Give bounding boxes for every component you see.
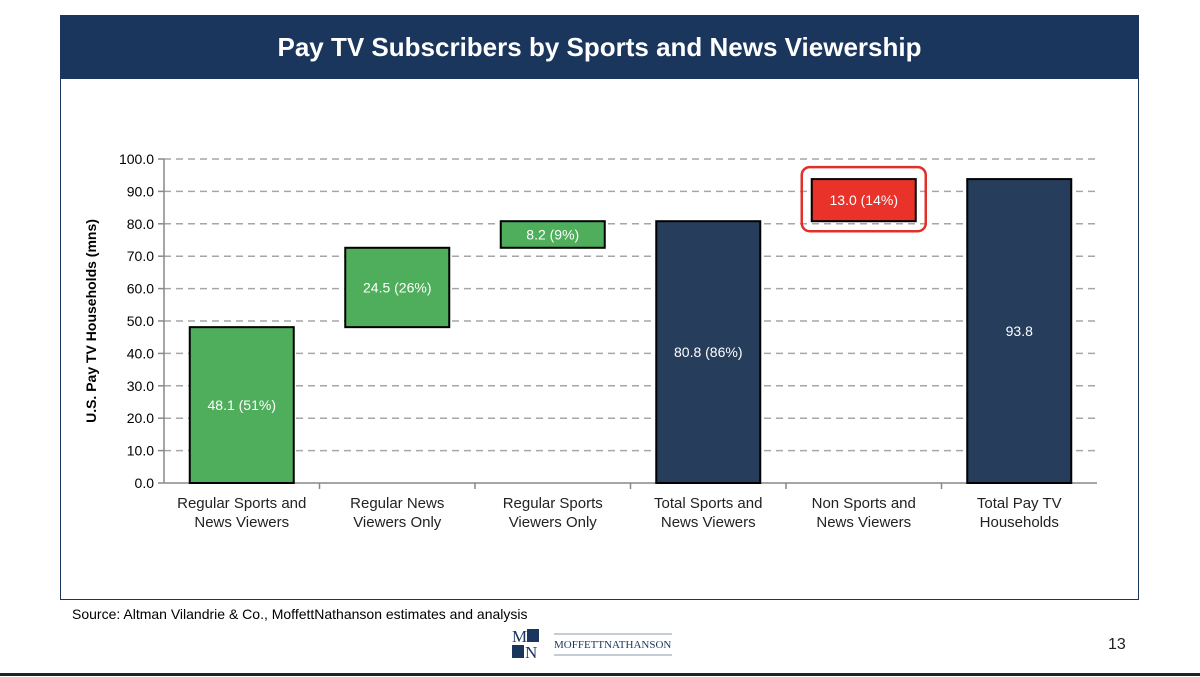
x-tick-label: Viewers Only	[353, 514, 442, 531]
y-tick-label: 80.0	[127, 216, 154, 232]
bar	[499, 220, 606, 249]
y-tick-label: 50.0	[127, 313, 154, 329]
divider	[0, 673, 1200, 676]
chart-frame: Pay TV Subscribers by Sports and News Vi…	[60, 15, 1139, 600]
page-number: 13	[1108, 636, 1126, 653]
x-tick-label: Regular Sports and	[177, 495, 306, 512]
y-tick-label: 30.0	[127, 378, 154, 394]
data-label: 93.8	[1006, 323, 1033, 339]
x-tick-label: News Viewers	[661, 514, 756, 531]
data-label: 80.8 (86%)	[674, 344, 742, 360]
x-tick-label: Non Sports and	[812, 495, 916, 512]
x-tick-label: Total Sports and	[654, 495, 762, 512]
x-tick-label: News Viewers	[816, 514, 911, 531]
y-tick-label: 20.0	[127, 410, 154, 426]
y-tick-label: 60.0	[127, 281, 154, 297]
svg-text:MOFFETTNATHANSON: MOFFETTNATHANSON	[554, 639, 671, 651]
highlight-box	[800, 165, 927, 233]
y-tick-label: 90.0	[127, 183, 154, 199]
bar	[810, 178, 917, 223]
waterfall-chart: 0.0 10.0 20.0 30.0 40.0 50.0 60.0 70.0 80.0 90.0 1…	[83, 151, 1097, 531]
data-label: 24.5 (26%)	[363, 279, 431, 295]
x-tick-label: Total Pay TV	[977, 495, 1062, 512]
bar	[188, 326, 295, 484]
data-label: 48.1 (51%)	[208, 397, 276, 413]
y-tick-label: 70.0	[127, 248, 154, 264]
y-tick-label: 0.0	[135, 475, 155, 491]
bar	[966, 178, 1073, 484]
moffettnathanson-logo: M N MOFFETTNATHANSON	[512, 628, 672, 660]
data-label: 8.2 (9%)	[526, 226, 579, 242]
x-tick-label: Viewers Only	[509, 514, 598, 531]
x-tick-label: Households	[980, 514, 1059, 531]
y-tick-label: 40.0	[127, 345, 154, 361]
page-title: Pay TV Subscribers by Sports and News Vi…	[61, 16, 1138, 79]
source-note: Source: Altman Vilandrie & Co., MoffettN…	[72, 606, 528, 622]
y-axis-title: U.S. Pay TV Households (mns)	[83, 219, 99, 423]
y-tick-label: 10.0	[127, 443, 154, 459]
data-label: 13.0 (14%)	[830, 192, 898, 208]
x-tick-label: News Viewers	[194, 514, 289, 531]
svg-text:N: N	[525, 643, 537, 660]
x-tick-label: Regular Sports	[503, 495, 603, 512]
x-tick-label: Regular News	[350, 495, 444, 512]
bar	[655, 220, 762, 484]
y-tick-label: 100.0	[119, 151, 154, 167]
svg-text:M: M	[512, 628, 527, 646]
bar	[344, 246, 451, 329]
